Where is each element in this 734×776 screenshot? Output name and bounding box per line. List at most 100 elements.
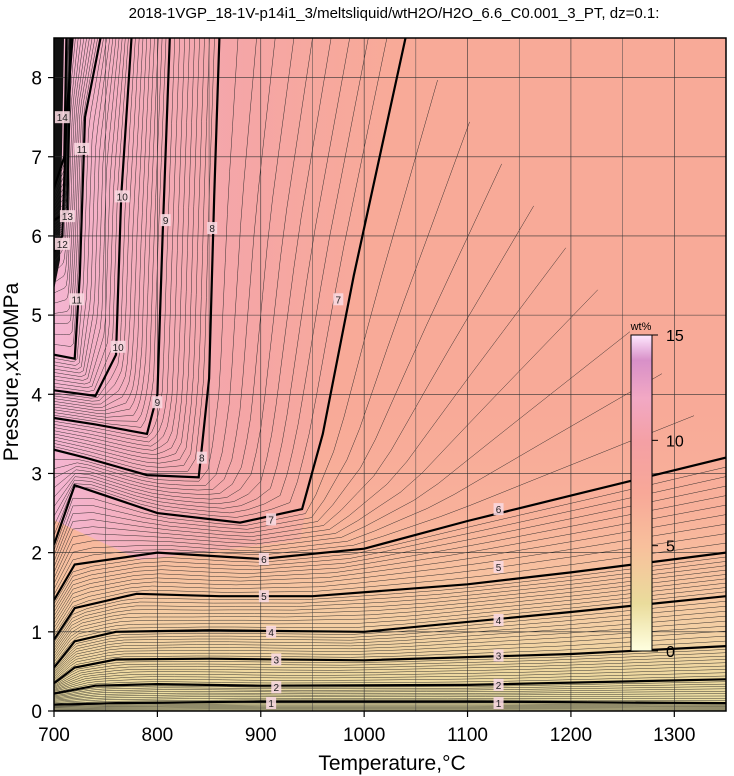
minor-contour (54, 38, 126, 389)
contour-label-1: 1 (268, 699, 274, 710)
contour-label-bg (152, 396, 163, 409)
contour-line-2 (54, 678, 726, 695)
contour-line-4 (54, 595, 726, 669)
contour-label-13: 13 (62, 212, 74, 223)
minor-contour (54, 485, 726, 613)
contour-label-bg (266, 697, 277, 710)
contour-line-14 (54, 38, 68, 189)
minor-contour (54, 38, 163, 422)
minor-contour (54, 38, 190, 451)
minor-contour (54, 289, 598, 579)
contour-label-bg (493, 649, 504, 662)
contour-label-bg (74, 142, 90, 155)
minor-contour (54, 38, 155, 415)
chart-title: 2018-1VGP_18-1V-p14i1_3/meltsliquid/wtH2… (129, 5, 660, 22)
minor-contour (54, 649, 726, 685)
contour-label-12: 12 (57, 240, 69, 251)
minor-contour (54, 495, 726, 617)
minor-contour (54, 38, 123, 385)
minor-contour (54, 695, 726, 702)
minor-contour (54, 591, 726, 665)
minor-contour (54, 659, 726, 688)
colorbar-tick-label: 0 (666, 644, 675, 661)
minor-contour (54, 582, 726, 660)
minor-contour (54, 542, 726, 636)
minor-contour (54, 38, 151, 411)
minor-contour (54, 38, 69, 205)
contour-label-8: 8 (209, 224, 215, 235)
minor-contour (54, 38, 195, 455)
minor-contour (54, 504, 726, 621)
y-tick-label: 5 (31, 306, 42, 327)
minor-contour (54, 38, 276, 491)
minor-contour (54, 331, 631, 584)
minor-contour (54, 688, 726, 699)
x-axis-label: Temperature,°C (318, 752, 465, 775)
minor-contour (54, 681, 726, 695)
colorbar-tick-label: 15 (666, 328, 684, 345)
minor-contour (54, 38, 114, 374)
contour-label-4: 4 (268, 628, 274, 639)
minor-contour (54, 669, 726, 691)
x-tick-label: 700 (38, 725, 70, 746)
minor-contour (54, 652, 726, 686)
contour-line-11 (54, 38, 102, 361)
minor-contour (54, 38, 313, 500)
contour-label-bg (54, 111, 70, 124)
contour-label-14: 14 (57, 113, 69, 124)
minor-contour (54, 38, 210, 468)
minor-contour (54, 523, 726, 629)
minor-contour (54, 38, 87, 304)
contour-label-6: 6 (496, 505, 502, 516)
minor-contour (54, 38, 332, 507)
minor-contour (54, 205, 534, 567)
colorbar-unit-label: wt% (630, 321, 652, 333)
contour-label-2: 2 (273, 683, 279, 694)
minor-contour (54, 373, 663, 590)
minor-contour (54, 615, 726, 674)
minor-contour (54, 630, 726, 679)
contour-line-1 (54, 700, 726, 706)
contour-label-11: 11 (77, 145, 88, 156)
minor-contour (54, 569, 726, 651)
minor-contour (54, 640, 726, 682)
minor-contour (54, 38, 140, 402)
minor-contour (54, 578, 726, 657)
minor-contour (54, 699, 726, 704)
minor-contour (54, 690, 726, 700)
minor-contour (54, 625, 726, 678)
minor-contour (54, 247, 566, 573)
minor-contour (54, 38, 295, 495)
contour-line-10 (54, 38, 133, 398)
contour-label-7: 7 (268, 515, 274, 526)
plot-frame (53, 37, 727, 712)
y-tick-label: 6 (31, 227, 42, 248)
minor-contour (54, 565, 726, 649)
minor-contour (54, 600, 726, 670)
contour-label-bg (110, 340, 126, 353)
contour-label-bg (258, 552, 269, 565)
contour-label-10: 10 (117, 192, 129, 203)
contour-line-9 (54, 38, 171, 436)
contour-label-bg (271, 681, 282, 694)
contour-label-bg (207, 222, 218, 235)
minor-contour (54, 121, 470, 556)
contour-label-9: 9 (155, 398, 161, 409)
contour-label-3: 3 (496, 652, 502, 663)
y-tick-label: 7 (31, 148, 42, 169)
minor-contour (54, 605, 726, 671)
contour-label-3: 3 (273, 656, 279, 667)
minor-contour (54, 697, 726, 703)
colorbar-ramp (630, 334, 653, 652)
contour-label-5: 5 (261, 592, 267, 603)
minor-contour (54, 38, 369, 526)
minor-contour (54, 672, 726, 692)
contour-label-4: 4 (496, 616, 502, 627)
minor-contour (54, 163, 502, 562)
minor-contour (54, 587, 726, 663)
x-tick-label: 900 (245, 725, 277, 746)
minor-contour (54, 561, 726, 646)
minor-contour (54, 38, 98, 347)
